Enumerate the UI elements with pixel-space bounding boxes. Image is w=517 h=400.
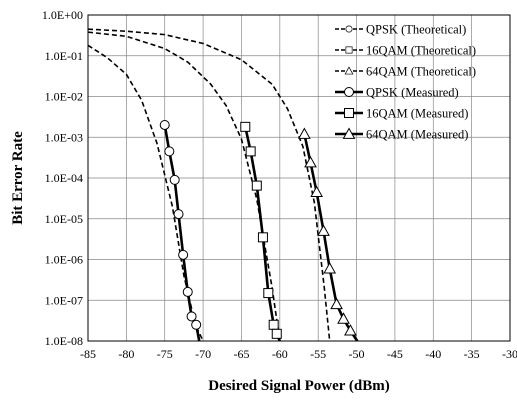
series-64qam-measured — [298, 127, 359, 342]
y-tick-label: 1.0E-03 — [45, 130, 83, 144]
x-tick-label: -65 — [233, 347, 249, 361]
data-point — [310, 185, 323, 198]
y-tick-label: 1.0E-04 — [45, 171, 83, 185]
x-tick-label: -50 — [349, 347, 365, 361]
legend-label: 16QAM (Theoretical) — [366, 44, 476, 58]
data-point — [323, 262, 337, 274]
y-tick-label: 1.0E-05 — [45, 212, 83, 226]
plot-frame — [87, 14, 511, 342]
grid — [87, 14, 511, 342]
data-point — [337, 312, 350, 324]
legend-marker — [344, 87, 354, 97]
legend-marker — [345, 25, 353, 33]
x-axis-title: Desired Signal Power (dBm) — [208, 378, 390, 394]
data-point — [159, 119, 170, 130]
data-point — [298, 127, 311, 139]
x-tick-label: -55 — [310, 347, 326, 361]
legend-marker — [345, 46, 353, 54]
data-point — [317, 224, 330, 236]
data-point — [240, 121, 251, 132]
y-axis-title: Bit Error Rate — [10, 131, 26, 225]
legend: QPSK (Theoretical) 16QAM (Theoretical) 64Q… — [335, 23, 476, 142]
data-point — [330, 297, 343, 310]
y-tick-labels: 1.0E-08 1.0E-07 1.0E-06 1.0E-05 1.0E-04 1.0E-… — [42, 8, 83, 348]
data-point — [263, 288, 274, 299]
x-tick-label: -80 — [118, 347, 134, 361]
legend-item: QPSK (Theoretical) — [335, 23, 466, 37]
x-tick-label: -40 — [425, 347, 441, 361]
data-point — [257, 232, 268, 243]
series-16qam-measured — [240, 121, 282, 342]
legend-label: QPSK (Measured) — [366, 86, 459, 100]
legend-item: 64QAM (Theoretical) — [335, 65, 476, 79]
data-point — [251, 180, 262, 191]
legend-item: 16QAM (Theoretical) — [335, 44, 476, 58]
legend-item: 16QAM (Measured) — [335, 107, 468, 121]
series-layer — [87, 28, 359, 342]
legend-marker — [344, 108, 354, 118]
data-point — [186, 311, 197, 322]
data-point — [182, 286, 193, 297]
x-tick-label: -70 — [195, 347, 211, 361]
x-tick-label: -85 — [80, 347, 96, 361]
x-tick-label: -45 — [387, 347, 403, 361]
data-point — [344, 324, 357, 336]
y-tick-label: 1.0E-06 — [45, 253, 83, 267]
y-tick-label: 1.0E+00 — [42, 8, 83, 22]
x-tick-label: -30 — [502, 347, 517, 361]
legend-label: 16QAM (Measured) — [366, 107, 468, 121]
data-point — [191, 319, 202, 330]
legend-item: QPSK (Measured) — [335, 86, 459, 100]
legend-marker — [342, 127, 356, 139]
legend-marker — [344, 66, 354, 75]
series-64qam-theoretical — [87, 28, 331, 342]
data-point — [164, 146, 175, 157]
y-tick-label: 1.0E-02 — [45, 90, 83, 104]
x-tick-labels: -85 -80 -75 -70 -65 -60 -55 -50 -45 -40 -35 -30 — [80, 347, 517, 361]
data-point — [173, 209, 184, 220]
y-tick-label: 1.0E-07 — [45, 293, 83, 307]
y-tick-label: 1.0E-01 — [45, 49, 83, 63]
x-tick-label: -60 — [272, 347, 288, 361]
data-point — [169, 174, 180, 185]
legend-item: 64QAM (Measured) — [335, 127, 468, 142]
data-point — [271, 328, 282, 339]
x-tick-label: -75 — [157, 347, 173, 361]
data-point — [268, 319, 279, 330]
legend-label: 64QAM (Measured) — [366, 128, 468, 142]
x-tick-label: -35 — [464, 347, 480, 361]
data-point — [178, 249, 189, 260]
series-line — [87, 28, 331, 342]
y-tick-label: 1.0E-08 — [45, 334, 83, 348]
legend-label: 64QAM (Theoretical) — [366, 65, 476, 79]
data-point — [245, 146, 256, 157]
legend-label: QPSK (Theoretical) — [366, 23, 466, 37]
series-qpsk-measured — [159, 119, 202, 342]
data-point — [304, 155, 317, 168]
